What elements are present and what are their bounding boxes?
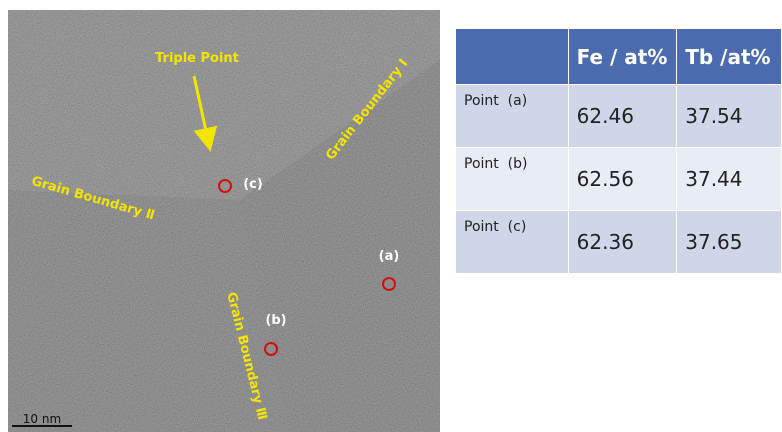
point-label: (a) bbox=[379, 249, 400, 264]
header-row: Fe / at% Tb /at% bbox=[456, 29, 782, 85]
cell: 62.46 bbox=[568, 85, 677, 148]
point-label: (c) bbox=[243, 177, 263, 192]
cell: Point (c) bbox=[456, 211, 569, 274]
corner-cell bbox=[456, 29, 569, 85]
cell: 62.56 bbox=[568, 148, 677, 211]
tem-image: Triple Point Grain Boundary Ⅰ Grain Boun… bbox=[0, 0, 445, 432]
row: Point (c) 62.36 37.65 bbox=[456, 211, 782, 274]
cell: 37.44 bbox=[677, 148, 782, 211]
row: Point (a) 62.46 37.54 bbox=[456, 85, 782, 148]
image-noise bbox=[8, 10, 440, 432]
cell: Point (a) bbox=[456, 85, 569, 148]
triple-point-label: Triple Point bbox=[155, 51, 239, 66]
page: {"image": {"triple_point": "Triple Point… bbox=[0, 0, 782, 432]
point-label: (b) bbox=[265, 313, 286, 328]
header-cell: Fe / at% bbox=[568, 29, 677, 85]
cell: 37.65 bbox=[677, 211, 782, 274]
row: Point (b) 62.56 37.44 bbox=[456, 148, 782, 211]
cell: 62.36 bbox=[568, 211, 677, 274]
cell: 37.54 bbox=[677, 85, 782, 148]
cell: Point (b) bbox=[456, 148, 569, 211]
composition-table: Fe / at% Tb /at% Point (a) 62.46 37.54 P… bbox=[455, 28, 782, 274]
scale-bar-label: 10 nm bbox=[23, 412, 61, 426]
header-cell: Tb /at% bbox=[677, 29, 782, 85]
